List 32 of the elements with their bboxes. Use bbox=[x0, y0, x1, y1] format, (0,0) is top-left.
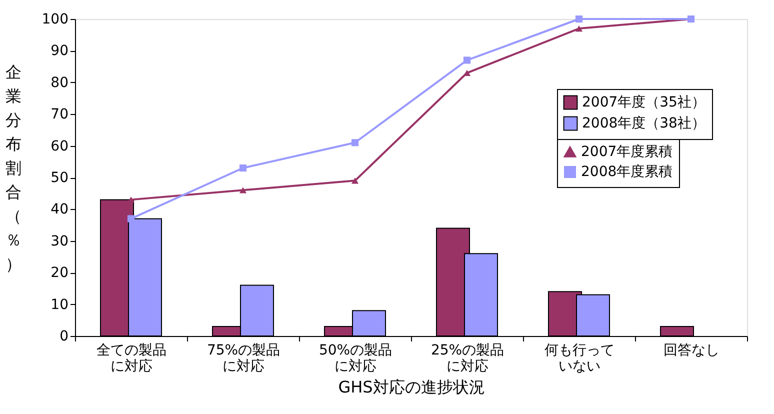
point bbox=[575, 15, 583, 23]
point bbox=[351, 139, 359, 146]
legend-label: 2007年度（35社） bbox=[582, 94, 706, 110]
legend-label: 2008年度累積 bbox=[581, 164, 673, 180]
point bbox=[351, 178, 359, 184]
x-tick-label: 75%の製品に対応 bbox=[206, 342, 280, 374]
x-tick-label: 回答なし bbox=[664, 342, 720, 358]
y-tick-label: 30 bbox=[50, 233, 68, 250]
point bbox=[463, 56, 471, 64]
y-tick-label: 60 bbox=[50, 138, 68, 154]
legend-label: 2008年度（38社） bbox=[582, 116, 706, 132]
y-tick-label: 80 bbox=[50, 74, 68, 91]
y-tick-label: 90 bbox=[50, 43, 68, 60]
x-tick-label: 50%の製品に対応 bbox=[318, 342, 392, 374]
x-tick-label: 25%の製品に対応 bbox=[430, 342, 504, 374]
y-tick-label: 100 bbox=[42, 12, 68, 28]
y-tick-label: 50 bbox=[50, 170, 68, 186]
text: 企業分布割合（％） bbox=[6, 62, 22, 274]
y-tick-label: 0 bbox=[60, 328, 68, 344]
point bbox=[463, 70, 471, 76]
point bbox=[239, 164, 247, 172]
x-axis-title: GHS対応の進捗状況 bbox=[338, 378, 485, 396]
point bbox=[127, 215, 135, 222]
x-tick-label: 全ての製品に対応 bbox=[96, 342, 166, 374]
y-tick-label: 40 bbox=[50, 202, 68, 218]
y-tick-label: 20 bbox=[50, 265, 68, 282]
point bbox=[575, 25, 583, 32]
legend-label: 2007年度累積 bbox=[581, 144, 673, 160]
y-tick-label: 10 bbox=[50, 296, 68, 313]
point bbox=[239, 187, 247, 194]
y-tick-label: 70 bbox=[50, 106, 68, 123]
x-tick-label: 何も行っていない bbox=[544, 342, 614, 374]
